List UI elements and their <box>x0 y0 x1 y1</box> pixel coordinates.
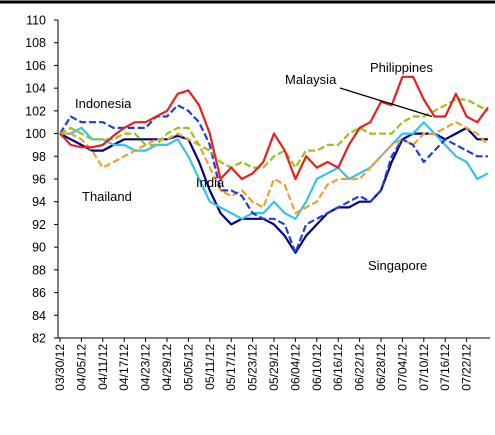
series-line <box>59 104 488 254</box>
x-tick-label: 05/11/12 <box>203 344 217 390</box>
y-tick-label: 88 <box>32 263 46 277</box>
y-tick-label: 108 <box>25 36 46 50</box>
x-tick-label: 05/23/12 <box>246 344 260 391</box>
y-tick-label: 100 <box>25 127 46 141</box>
y-tick-label: 86 <box>32 286 46 300</box>
series-label: Thailand <box>82 189 132 204</box>
series-line <box>59 98 489 169</box>
series-label: India <box>196 175 225 190</box>
series-line <box>60 121 489 220</box>
y-tick-label: 102 <box>25 104 46 118</box>
x-tick-label: 06/10/12 <box>310 344 324 391</box>
x-tick-label: 04/29/12 <box>160 344 174 391</box>
x-tick-label: 06/04/12 <box>288 344 302 391</box>
y-tick-label: 104 <box>25 82 46 96</box>
x-tick-label: 05/05/12 <box>181 344 195 391</box>
series-label: Singapore <box>368 258 427 273</box>
series-line <box>59 126 488 254</box>
y-tick-label: 106 <box>25 59 46 73</box>
series-label: Indonesia <box>75 96 132 111</box>
x-tick-label: 06/22/12 <box>353 344 367 391</box>
series-label: Philippines <box>370 60 433 75</box>
y-tick-label: 90 <box>32 241 46 255</box>
x-tick-label: 05/17/12 <box>224 344 238 391</box>
x-tick-label: 04/11/12 <box>96 344 110 390</box>
y-tick-label: 96 <box>32 173 46 187</box>
y-tick-label: 84 <box>32 309 46 323</box>
x-tick-label: 05/29/12 <box>267 344 281 391</box>
x-tick-label: 06/16/12 <box>331 344 345 391</box>
x-tick-label: 04/17/12 <box>117 344 131 391</box>
x-tick-label: 07/10/12 <box>417 344 431 391</box>
y-tick-label: 92 <box>32 218 46 232</box>
x-tick-label: 07/04/12 <box>395 344 409 391</box>
label-leader <box>339 87 433 118</box>
axes: 82 84 86 88 90 92 94 96 98 100 102 104 106 108 110 03/3… <box>25 14 490 391</box>
x-tick-label: 04/05/12 <box>74 344 88 391</box>
y-tick-label: 94 <box>32 195 46 209</box>
series-line <box>60 121 489 215</box>
x-tick-label: 07/22/12 <box>460 344 474 391</box>
series-line <box>59 75 489 181</box>
series-label: Malaysia <box>285 72 337 87</box>
y-tick-label: 98 <box>32 150 46 164</box>
y-tick-label: 82 <box>32 332 46 346</box>
x-tick-label: 04/23/12 <box>139 344 153 391</box>
plot-area <box>59 75 489 254</box>
x-tick-label: 03/30/12 <box>53 344 67 391</box>
y-tick-label: 110 <box>26 14 46 28</box>
annotations: Philippines Malaysia Indonesia Thailand Indi… <box>75 60 433 273</box>
x-tick-label: 06/28/12 <box>374 344 388 391</box>
x-tick-label: 07/16/12 <box>438 344 452 391</box>
